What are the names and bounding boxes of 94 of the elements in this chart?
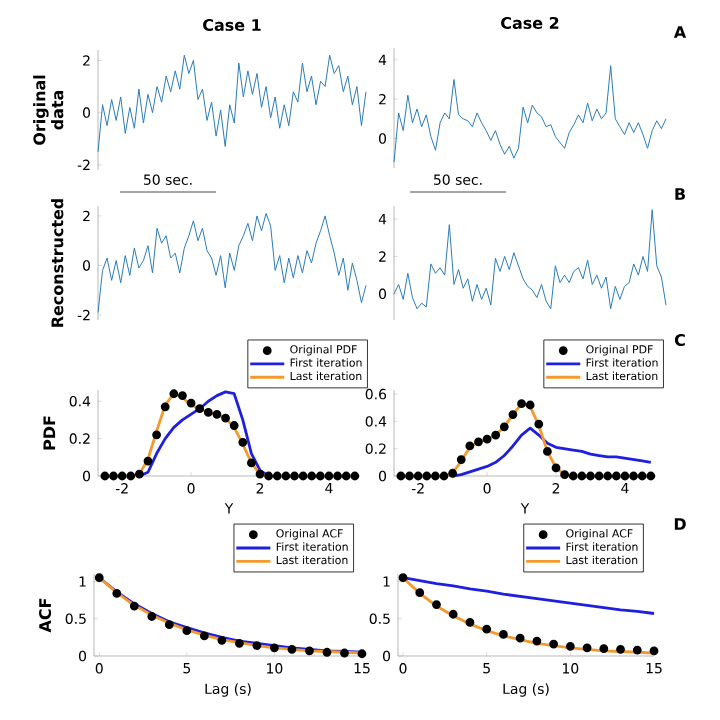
point — [357, 649, 367, 659]
point — [586, 471, 595, 481]
point — [515, 633, 525, 643]
point — [100, 471, 110, 481]
point — [577, 471, 587, 481]
point — [147, 612, 157, 621]
point — [298, 471, 308, 481]
point — [152, 430, 161, 440]
point — [517, 399, 526, 409]
point — [272, 471, 282, 481]
point — [307, 471, 317, 481]
point — [350, 471, 360, 481]
point — [549, 639, 559, 649]
point — [632, 645, 642, 655]
point — [430, 471, 440, 481]
point — [264, 471, 274, 481]
point — [560, 470, 570, 480]
point — [229, 421, 239, 430]
point — [160, 402, 170, 412]
point — [129, 601, 139, 611]
point — [646, 471, 656, 481]
point — [415, 588, 425, 598]
point — [465, 618, 475, 627]
point — [164, 620, 174, 630]
point — [333, 471, 342, 481]
point — [252, 641, 262, 650]
point — [322, 647, 332, 657]
point — [94, 573, 104, 583]
point — [594, 471, 604, 481]
point — [582, 643, 592, 653]
point — [199, 631, 209, 641]
point — [112, 588, 122, 598]
point — [340, 648, 349, 658]
point — [134, 469, 144, 479]
point — [499, 629, 508, 639]
point — [195, 404, 205, 414]
point — [186, 398, 196, 408]
point — [532, 636, 542, 646]
point — [465, 441, 475, 451]
point — [203, 408, 213, 417]
point — [482, 434, 492, 444]
point — [341, 471, 351, 481]
point — [290, 471, 299, 481]
point — [396, 471, 406, 481]
point — [324, 471, 334, 481]
point — [543, 447, 552, 456]
point — [439, 471, 449, 481]
point — [182, 626, 192, 636]
point — [405, 471, 414, 481]
point — [212, 409, 222, 419]
point — [474, 437, 483, 447]
point — [281, 471, 291, 481]
point — [109, 471, 118, 481]
point — [448, 468, 458, 478]
point — [234, 638, 244, 648]
point — [551, 463, 561, 473]
point — [221, 413, 230, 423]
point — [238, 437, 248, 447]
point — [432, 600, 441, 609]
point — [217, 635, 227, 645]
point — [413, 471, 423, 481]
point — [568, 471, 578, 481]
point — [126, 471, 136, 481]
point — [169, 389, 179, 399]
point — [247, 458, 256, 468]
point — [117, 471, 127, 481]
point — [178, 391, 187, 401]
point — [603, 471, 613, 481]
point — [534, 419, 544, 429]
point — [482, 624, 492, 634]
point — [287, 644, 297, 654]
point — [315, 471, 325, 481]
point — [143, 456, 153, 466]
point — [255, 469, 265, 479]
point — [491, 430, 501, 440]
point — [565, 641, 575, 651]
point — [398, 573, 408, 583]
point — [616, 644, 625, 654]
point — [499, 422, 509, 432]
point — [629, 471, 638, 481]
point — [611, 471, 621, 481]
point — [448, 609, 458, 619]
point — [456, 455, 466, 465]
point — [525, 400, 535, 410]
line-series — [97, 54, 367, 153]
point — [649, 646, 659, 656]
point — [637, 471, 647, 481]
point — [620, 471, 630, 481]
point — [508, 410, 518, 419]
point — [422, 471, 432, 481]
line-series — [97, 212, 367, 314]
point — [305, 646, 314, 656]
point — [270, 643, 279, 653]
point — [599, 644, 609, 653]
